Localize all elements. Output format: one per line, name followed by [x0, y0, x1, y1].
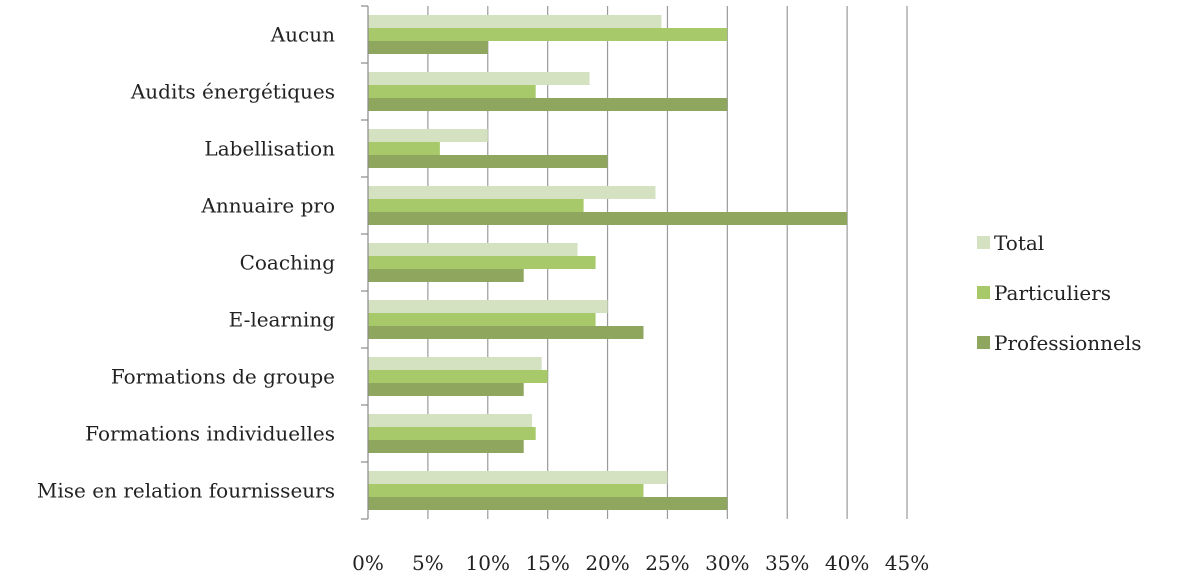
- bar: [368, 72, 590, 85]
- bar: [368, 414, 533, 427]
- tick-label: 25%: [645, 551, 689, 575]
- category-label: Coaching: [240, 251, 336, 275]
- bar: [368, 383, 524, 396]
- bar: [368, 440, 524, 453]
- tick-label: 30%: [705, 551, 749, 575]
- legend-label: Particuliers: [994, 281, 1111, 305]
- bar: [368, 142, 440, 155]
- bar: [368, 15, 662, 28]
- bar: [368, 243, 578, 256]
- bar: [368, 41, 488, 54]
- category-label: Formations de groupe: [111, 365, 335, 389]
- category-label: Aucun: [270, 23, 335, 47]
- bar: [368, 370, 548, 383]
- category-label: E-learning: [229, 308, 336, 332]
- category-axis: Aucun Audits énergétiques Labellisation Ann…: [37, 23, 335, 503]
- tick-label: 35%: [765, 551, 809, 575]
- category-label: Audits énergétiques: [130, 80, 335, 104]
- category-label: Mise en relation fournisseurs: [37, 479, 335, 503]
- bar: [368, 199, 584, 212]
- value-axis: [361, 5, 369, 520]
- legend: Total Particuliers Professionnels: [977, 231, 1142, 355]
- tick-labels: 0% 5% 10% 15% 20% 25% 30% 35% 40% 45%: [352, 551, 929, 575]
- tick-label: 10%: [466, 551, 510, 575]
- bar: [368, 155, 608, 168]
- bar: [368, 313, 596, 326]
- category-label: Formations individuelles: [85, 422, 335, 446]
- bar: [368, 212, 848, 225]
- legend-swatch: [977, 336, 990, 349]
- tick-label: 15%: [525, 551, 569, 575]
- bar: [368, 85, 536, 98]
- bar: [368, 98, 728, 111]
- category-label: Annuaire pro: [200, 194, 335, 218]
- bar: [368, 300, 608, 313]
- legend-swatch: [977, 236, 990, 249]
- bar: [368, 471, 668, 484]
- bar: [368, 28, 728, 41]
- bar: [368, 269, 524, 282]
- bar: [368, 497, 728, 510]
- tick-label: 45%: [885, 551, 929, 575]
- tick-label: 40%: [825, 551, 869, 575]
- bar: [368, 484, 644, 497]
- legend-label: Total: [994, 231, 1044, 255]
- tick-label: 5%: [412, 551, 444, 575]
- category-label: Labellisation: [204, 137, 335, 161]
- tick-label: 0%: [352, 551, 384, 575]
- bar: [368, 427, 536, 440]
- legend-swatch: [977, 286, 990, 299]
- bar: [368, 129, 488, 142]
- bar: [368, 186, 656, 199]
- bars: [368, 15, 848, 510]
- tick-label: 20%: [585, 551, 629, 575]
- bar: [368, 357, 542, 370]
- bar: [368, 256, 596, 269]
- bar: [368, 326, 644, 339]
- legend-label: Professionnels: [994, 331, 1142, 355]
